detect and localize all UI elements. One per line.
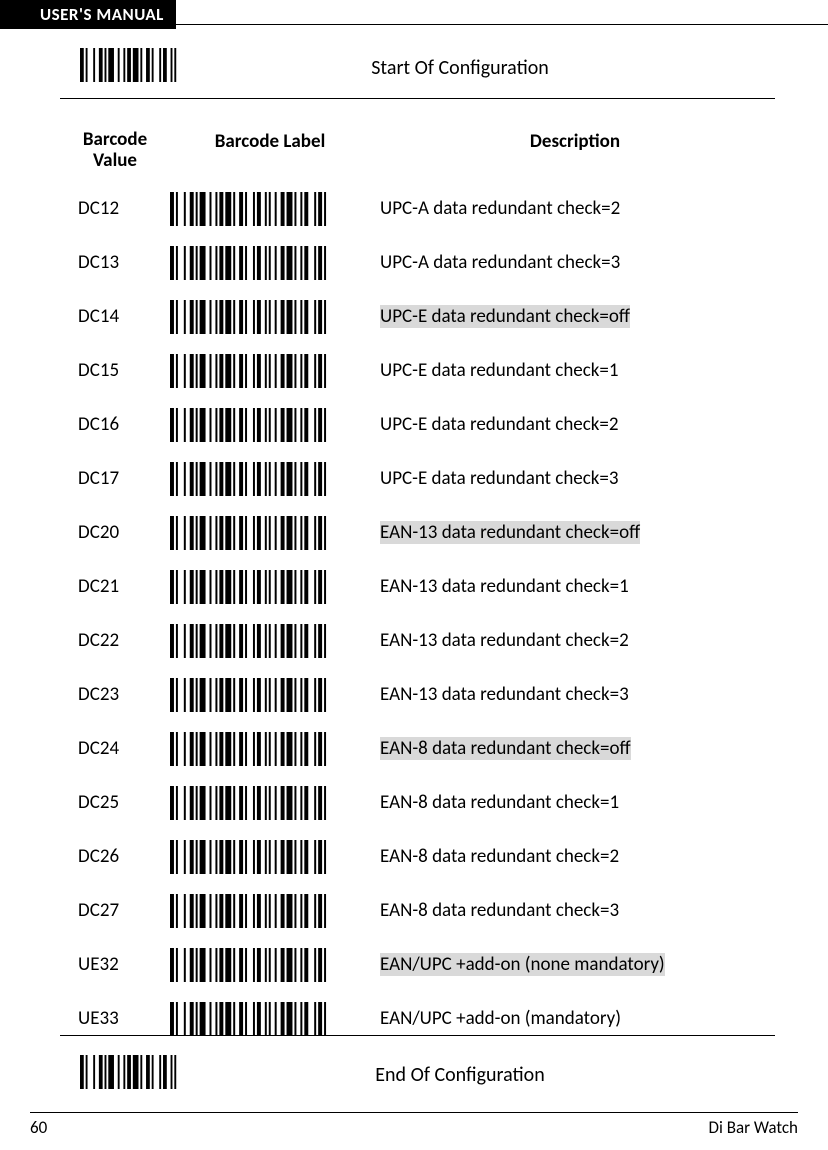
cell-desc: UPC-E data redundant check=3 bbox=[370, 467, 780, 490]
cell-value: DC24 bbox=[60, 737, 170, 760]
cell-desc: EAN-13 data redundant check=1 bbox=[370, 575, 780, 598]
header-tab-text: USER'S MANUAL bbox=[40, 4, 164, 25]
cell-desc: EAN-8 data redundant check=off bbox=[370, 737, 780, 760]
cell-desc: UPC-A data redundant check=3 bbox=[370, 251, 780, 274]
page: USER'S MANUAL Start Of Configuration Bar… bbox=[0, 0, 828, 1150]
cell-barcode bbox=[170, 1002, 370, 1036]
cell-desc: EAN-8 data redundant check=2 bbox=[370, 845, 780, 868]
cell-desc: UPC-E data redundant check=2 bbox=[370, 413, 780, 436]
table-row: DC21 EAN-13 data redundant check=1 bbox=[60, 560, 780, 614]
header-rule bbox=[0, 24, 828, 25]
cell-value: DC12 bbox=[60, 197, 170, 220]
table-row: DC25 EAN-8 data redundant check=1 bbox=[60, 776, 780, 830]
cell-barcode bbox=[170, 408, 370, 442]
cell-barcode bbox=[170, 678, 370, 712]
cell-value: DC23 bbox=[60, 683, 170, 706]
cell-value: DC27 bbox=[60, 899, 170, 922]
product-name: Di Bar Watch bbox=[709, 1117, 799, 1138]
table-row: DC12 UPC-A data redundant check=2 bbox=[60, 182, 780, 236]
cell-barcode bbox=[170, 462, 370, 496]
table-row: DC20 EAN-13 data redundant check=off bbox=[60, 506, 780, 560]
table-row: DC26 EAN-8 data redundant check=2 bbox=[60, 830, 780, 884]
table-row: UE32 EAN/UPC +add-on (none mandatory) bbox=[60, 938, 780, 992]
cell-barcode bbox=[170, 516, 370, 550]
cell-barcode bbox=[170, 624, 370, 658]
cell-value: UE32 bbox=[60, 953, 170, 976]
end-config-label: End Of Configuration bbox=[240, 1063, 760, 1087]
cell-barcode bbox=[170, 354, 370, 388]
start-config-label: Start Of Configuration bbox=[240, 56, 760, 80]
table-row: DC22 EAN-13 data redundant check=2 bbox=[60, 614, 780, 668]
cell-barcode bbox=[170, 300, 370, 334]
cell-desc: EAN-8 data redundant check=1 bbox=[370, 791, 780, 814]
th-desc: Description bbox=[370, 130, 780, 172]
cell-value: UE33 bbox=[60, 1007, 170, 1030]
rule-top bbox=[60, 98, 775, 99]
th-value: Barcode Value bbox=[60, 130, 170, 172]
cell-desc: UPC-E data redundant check=off bbox=[370, 305, 780, 328]
table-row: DC27 EAN-8 data redundant check=3 bbox=[60, 884, 780, 938]
table-header: Barcode Value Barcode Label Description bbox=[60, 130, 780, 172]
cell-value: DC15 bbox=[60, 359, 170, 382]
cell-barcode bbox=[170, 894, 370, 928]
cell-value: DC26 bbox=[60, 845, 170, 868]
cell-desc: UPC-A data redundant check=2 bbox=[370, 197, 780, 220]
cell-value: DC16 bbox=[60, 413, 170, 436]
table-row: DC17 UPC-E data redundant check=3 bbox=[60, 452, 780, 506]
table-row: DC13 UPC-A data redundant check=3 bbox=[60, 236, 780, 290]
cell-barcode bbox=[170, 786, 370, 820]
end-barcode bbox=[80, 1055, 180, 1094]
cell-value: DC13 bbox=[60, 251, 170, 274]
table-row: DC14 UPC-E data redundant check=off bbox=[60, 290, 780, 344]
table-row: DC23 EAN-13 data redundant check=3 bbox=[60, 668, 780, 722]
cell-desc: EAN-13 data redundant check=off bbox=[370, 521, 780, 544]
cell-barcode bbox=[170, 246, 370, 280]
cell-desc: EAN/UPC +add-on (none mandatory) bbox=[370, 953, 780, 976]
table-body: DC12 UPC-A data redundant check=2 DC13 UPC-… bbox=[60, 182, 780, 1046]
end-config-row: End Of Configuration bbox=[80, 1055, 760, 1094]
start-config-row: Start Of Configuration bbox=[80, 48, 760, 87]
cell-barcode bbox=[170, 192, 370, 226]
cell-desc: EAN-13 data redundant check=2 bbox=[370, 629, 780, 652]
table-row: DC16 UPC-E data redundant check=2 bbox=[60, 398, 780, 452]
cell-barcode bbox=[170, 732, 370, 766]
cell-desc: EAN/UPC +add-on (mandatory) bbox=[370, 1007, 780, 1030]
rule-bottom bbox=[60, 1035, 775, 1036]
cell-desc: EAN-8 data redundant check=3 bbox=[370, 899, 780, 922]
start-barcode bbox=[80, 48, 180, 87]
cell-value: DC25 bbox=[60, 791, 170, 814]
cell-value: DC22 bbox=[60, 629, 170, 652]
cell-desc: EAN-13 data redundant check=3 bbox=[370, 683, 780, 706]
cell-desc: UPC-E data redundant check=1 bbox=[370, 359, 780, 382]
table-row: DC15 UPC-E data redundant check=1 bbox=[60, 344, 780, 398]
cell-value: DC14 bbox=[60, 305, 170, 328]
table-row: DC24 EAN-8 data redundant check=off bbox=[60, 722, 780, 776]
cell-value: DC21 bbox=[60, 575, 170, 598]
cell-barcode bbox=[170, 840, 370, 874]
cell-value: DC20 bbox=[60, 521, 170, 544]
config-table: Barcode Value Barcode Label Description … bbox=[60, 130, 780, 1046]
th-label: Barcode Label bbox=[170, 130, 370, 172]
cell-barcode bbox=[170, 570, 370, 604]
table-row: UE33 EAN/UPC +add-on (mandatory) bbox=[60, 992, 780, 1046]
cell-barcode bbox=[170, 948, 370, 982]
page-number: 60 bbox=[30, 1117, 47, 1138]
footer: 60 Di Bar Watch bbox=[30, 1112, 798, 1138]
cell-value: DC17 bbox=[60, 467, 170, 490]
